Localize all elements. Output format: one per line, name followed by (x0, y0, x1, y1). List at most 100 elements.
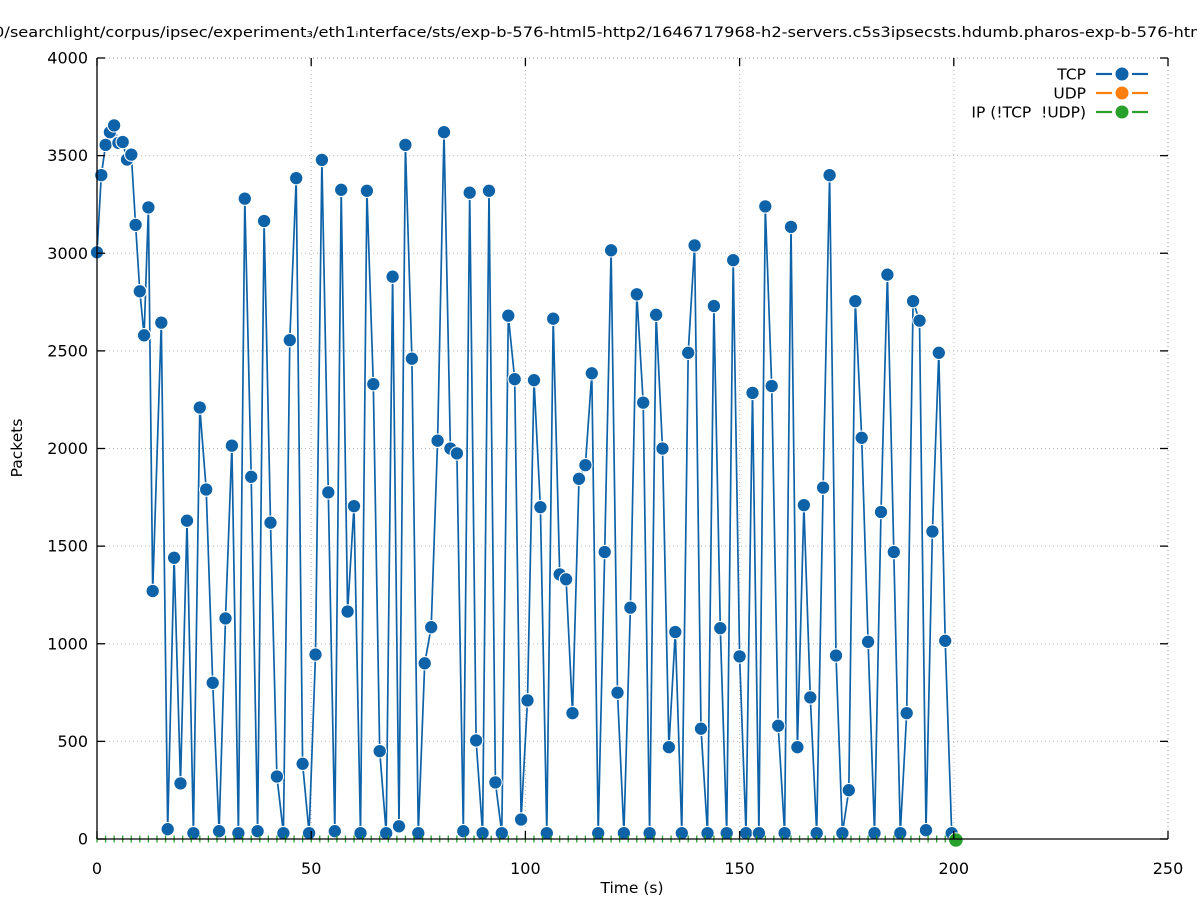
tcp-point (359, 183, 375, 199)
y-tick-label: 2000 (47, 439, 88, 458)
tcp-point (513, 812, 529, 827)
x-tick-label: 100 (510, 859, 541, 878)
y-tick-label: 500 (57, 732, 88, 751)
tcp-point (205, 675, 220, 691)
tcp-point (713, 620, 728, 636)
tcp-point (186, 825, 201, 841)
tcp-point (288, 170, 304, 186)
tcp-point (282, 332, 298, 348)
tcp-point (783, 219, 799, 235)
tcp-point (98, 137, 113, 153)
tcp-point (340, 604, 355, 619)
tcp-point (764, 378, 779, 394)
legend-label: UDP (1053, 85, 1086, 103)
x-axis-label: Time (s) (599, 879, 663, 897)
tcp-point (905, 293, 921, 309)
tcp-point (925, 524, 940, 539)
tcp-point (430, 433, 445, 448)
tcp-point (136, 328, 152, 343)
tcp-point (224, 438, 240, 453)
tcp-point (404, 351, 420, 366)
tcp-point (372, 743, 387, 759)
tcp-point (353, 825, 368, 841)
tcp-point (597, 544, 612, 560)
y-tick-label: 1000 (47, 634, 88, 653)
grid-layer (97, 58, 1168, 839)
tcp-point (790, 739, 805, 755)
tcp-point (815, 480, 831, 495)
ip-final-point (948, 832, 964, 848)
tcp-point (655, 441, 670, 456)
tcp-point (173, 776, 188, 791)
tcp-point (539, 825, 555, 841)
tcp-point (124, 147, 139, 162)
tcp-point (154, 315, 169, 330)
tcp-point (308, 647, 323, 662)
tcp-point (468, 733, 484, 748)
tcp-line (96, 124, 953, 834)
tcp-point (295, 756, 310, 772)
tcp-point (526, 372, 542, 388)
tick-labels-layer: 0 500 1000 1500 2000 2500 3000 3500 4000 0 50 100 15… (47, 49, 1183, 879)
legend-sample-point (1115, 86, 1129, 100)
tcp-point (931, 345, 947, 361)
tcp-point (725, 252, 741, 268)
tcp-point (481, 183, 497, 199)
tcp-point (423, 619, 439, 635)
tcp-point (854, 430, 869, 446)
tcp-point (398, 137, 413, 153)
tcp-point (918, 822, 934, 838)
tcp-point (333, 182, 349, 198)
tcp-point (250, 823, 265, 839)
tcp-point (346, 498, 362, 514)
tcp-point (674, 825, 690, 841)
tcp-point (700, 825, 715, 841)
ticks-layer (96, 57, 1169, 840)
tcp-point (391, 819, 407, 834)
tcp-point (578, 457, 593, 473)
tcp-point (218, 611, 233, 626)
tcp-point (488, 775, 503, 790)
tcp-point (462, 185, 477, 200)
tcp-point (841, 782, 857, 798)
tcp-point (937, 633, 953, 649)
tcp-point (668, 624, 683, 640)
tcp-point (770, 718, 786, 734)
tcp-point (321, 485, 336, 500)
tcp-point (269, 769, 285, 784)
x-tick-label: 200 (939, 859, 970, 878)
tcp-point (635, 395, 651, 410)
tcp-point (128, 217, 143, 233)
tcp-point (366, 376, 381, 392)
tcp-point (256, 213, 272, 229)
tcp-point (558, 572, 574, 587)
tcp-point (411, 825, 426, 841)
tcp-point (94, 167, 109, 183)
tcp-point (211, 823, 227, 839)
tcp-point (687, 238, 702, 253)
tcp-point (192, 400, 208, 415)
tcp-point (584, 366, 600, 381)
tcp-point (886, 544, 902, 560)
tcp-point (166, 550, 182, 566)
tcp-point (501, 308, 516, 323)
x-tick-label: 250 (1153, 859, 1184, 878)
chart-title: 0/searchlight/corpus/ipsec/experiment₃/e… (0, 24, 1197, 41)
tcp-point (378, 825, 394, 841)
tcp-point (243, 469, 259, 485)
tcp-point (751, 825, 767, 841)
legend-label: IP (!TCP !UDP) (971, 104, 1086, 122)
tcp-point (642, 825, 657, 841)
x-tick-label: 0 (92, 859, 102, 878)
x-tick-label: 50 (301, 859, 321, 878)
tcp-point (571, 471, 587, 487)
tcp-point (661, 739, 677, 755)
tcp-point (912, 313, 927, 328)
tcp-point (610, 685, 625, 700)
tcp-point (893, 825, 908, 841)
tcp-point (629, 287, 645, 302)
legend-sample-point (1115, 105, 1129, 119)
tcp-point (777, 825, 792, 841)
